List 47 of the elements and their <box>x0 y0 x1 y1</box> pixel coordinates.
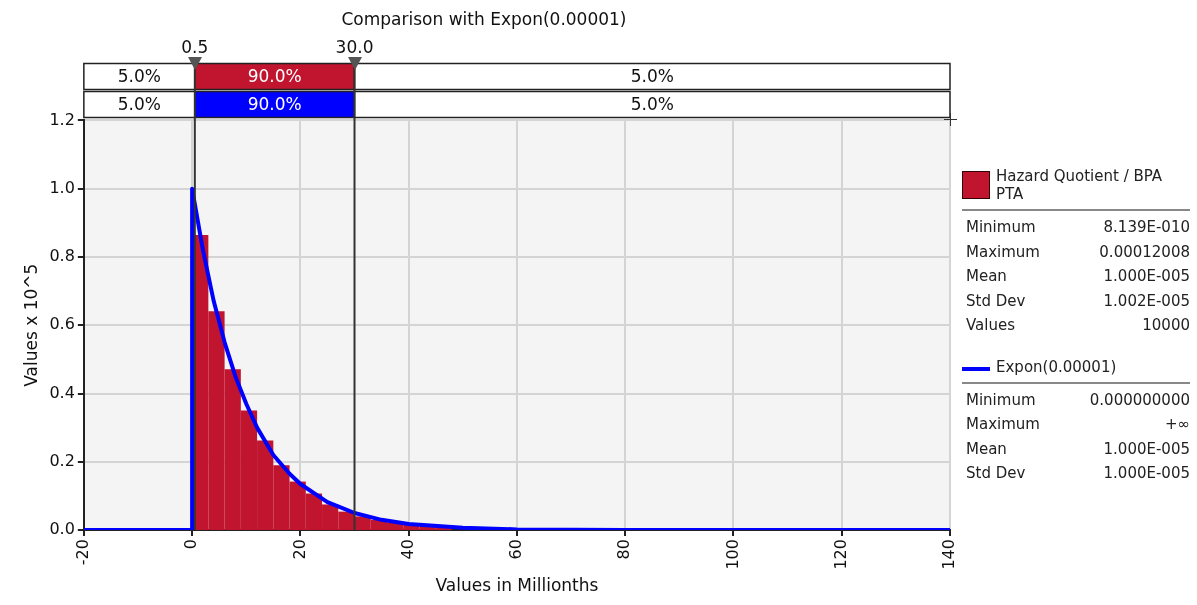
x-tick-label: 40 <box>397 539 417 560</box>
text: Minimum <box>966 217 1036 238</box>
text: Maximum <box>966 241 1040 263</box>
text: Std Dev <box>966 290 1026 312</box>
y-tick-label: 0.4 <box>49 382 75 402</box>
text: 0.00012008 <box>1099 241 1190 263</box>
legend-label: Hazard Quotient / BPA PTA <box>996 167 1164 203</box>
text: 1.000E-005 <box>1103 438 1190 460</box>
text: 0.000000000 <box>1089 389 1190 411</box>
text: 5.0% <box>630 93 674 114</box>
text: 5.0% <box>630 65 674 86</box>
text: Minimum <box>966 389 1036 411</box>
y-axis-title: Values x 10^5 <box>20 263 41 387</box>
text: 90.0% <box>247 93 302 114</box>
y-tick-label: 0.6 <box>49 314 75 334</box>
ref-line-label: 30.0 <box>335 37 374 58</box>
text: Maximum <box>966 414 1040 435</box>
text: 10000 <box>1142 315 1190 336</box>
legend-label: Expon(0.00001) <box>996 357 1117 376</box>
text: +∞ <box>1164 414 1190 435</box>
text: 5.0% <box>117 65 161 86</box>
text: 1.000E-005 <box>1103 463 1190 484</box>
text: 5.0% <box>117 93 161 114</box>
x-tick-label: 140 <box>939 539 959 570</box>
x-axis-title: Values in Millionths <box>435 575 599 596</box>
y-tick-label: 0.2 <box>49 450 75 470</box>
y-tick-label: 1.2 <box>49 109 75 129</box>
x-tick-label: -20 <box>73 539 92 566</box>
text: Std Dev <box>966 463 1026 484</box>
text: Mean <box>966 438 1007 460</box>
text: 1.000E-005 <box>1103 266 1190 287</box>
x-tick-label: 120 <box>830 539 850 570</box>
text: 1.002E-005 <box>1103 290 1190 312</box>
y-tick-label: 0.8 <box>49 246 75 266</box>
text: 90.0% <box>247 65 302 86</box>
y-tick-label: 0.0 <box>49 519 75 539</box>
x-tick-label: 80 <box>614 539 634 560</box>
x-tick-label: 100 <box>722 539 742 570</box>
y-tick-label: 1.0 <box>49 177 75 197</box>
text: Mean <box>966 266 1007 287</box>
chart-title: Comparison with Expon(0.00001) <box>341 8 627 29</box>
x-tick-label: 0 <box>181 539 201 550</box>
text: Values <box>966 315 1016 336</box>
x-tick-label: 20 <box>289 539 309 560</box>
text: 8.139E-010 <box>1103 217 1190 238</box>
x-tick-label: 60 <box>506 539 526 560</box>
ref-line-label: 0.5 <box>181 37 209 58</box>
